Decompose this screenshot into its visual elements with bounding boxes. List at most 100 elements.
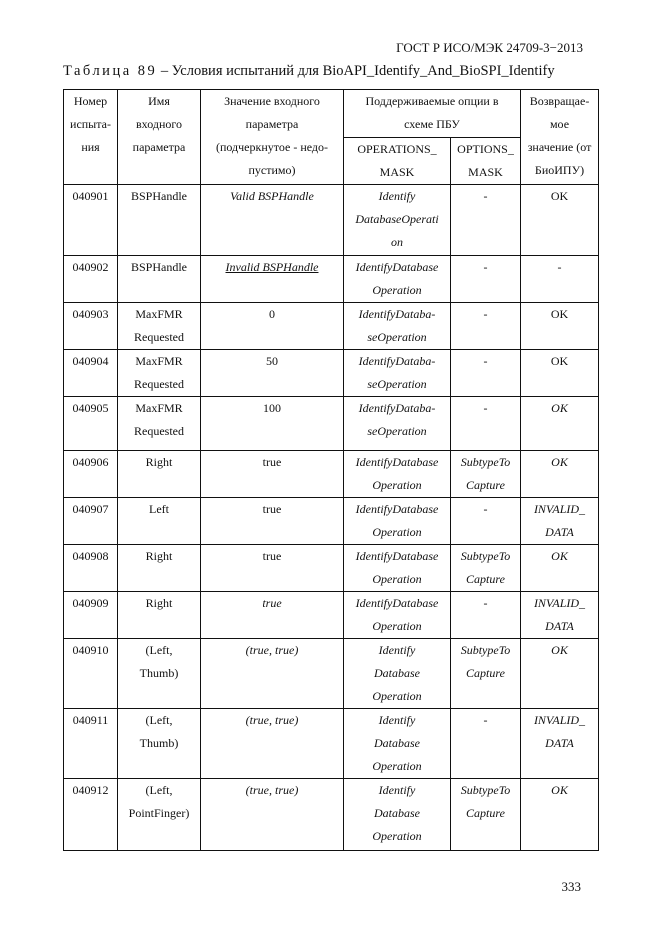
options-mask: -: [483, 307, 488, 321]
test-number: 040901: [72, 189, 109, 203]
header-number: Номер испыта- ния: [63, 89, 118, 185]
test-conditions-table: Номер испыта- ния Имя входного параметра…: [63, 89, 599, 851]
operations-mask-cell: Identify Database Operation: [343, 638, 451, 709]
header-options-mask: OPTIONS_ MASK: [450, 137, 521, 185]
parameter-name-cell: MaxFMR Requested: [117, 349, 201, 397]
return-value-cell: INVALID_ DATA: [520, 497, 599, 545]
input-value: (true, true): [245, 783, 299, 797]
operations-mask-cell: Identify DatabaseOperati on: [343, 184, 451, 256]
parameter-name: Left: [149, 502, 169, 516]
return-value: OK: [550, 189, 569, 203]
parameter-name-cell: (Left, PointFinger): [117, 778, 201, 851]
table-row: 040911 (Left, Thumb) (true, true) Identify …: [63, 708, 599, 779]
operations-mask-cell: Identify Database Operation: [343, 708, 451, 779]
operations-mask: IdentifyDataba- seOperation: [358, 401, 436, 438]
return-value-cell: INVALID_ DATA: [520, 708, 599, 779]
table-row: 040912 (Left, PointFinger) (true, true) Ide…: [63, 778, 599, 851]
input-value: true: [262, 549, 282, 563]
input-value: (true, true): [245, 713, 299, 727]
parameter-name: Right: [145, 549, 173, 563]
return-value: OK: [551, 643, 568, 657]
parameter-name: Right: [145, 596, 173, 610]
return-value: OK: [551, 455, 568, 469]
parameter-name-cell: (Left, Thumb): [117, 708, 201, 779]
operations-mask-cell: IdentifyDatabase Operation: [343, 450, 451, 498]
operations-mask: Identify Database Operation: [372, 783, 422, 843]
options-mask: -: [483, 354, 488, 368]
parameter-name: Right: [145, 455, 173, 469]
input-value-cell: (true, true): [200, 708, 344, 779]
operations-mask-cell: IdentifyDatabase Operation: [343, 497, 451, 545]
table-caption: Таблица 89 – Условия испытаний для BioAP…: [63, 63, 555, 80]
operations-mask-cell: IdentifyDataba- seOperation: [343, 349, 451, 397]
options-mask-cell: SubtypeTo Capture: [450, 544, 521, 592]
parameter-name-cell: BSPHandle: [117, 255, 201, 303]
return-value: -: [557, 260, 562, 274]
options-mask: -: [483, 713, 488, 727]
parameter-name-cell: Left: [117, 497, 201, 545]
options-mask: -: [483, 502, 488, 516]
test-number-cell: 040904: [63, 349, 118, 397]
test-number: 040906: [72, 455, 109, 469]
input-value: 50: [266, 354, 278, 368]
input-value-cell: 0: [200, 302, 344, 350]
parameter-name-cell: (Left, Thumb): [117, 638, 201, 709]
parameter-name: BSPHandle: [130, 260, 187, 274]
header-returned: Возвращае- мое значение (от БиоИПУ): [520, 89, 599, 185]
table-row: 040902 BSPHandle Invalid BSPHandle Identify…: [63, 255, 599, 303]
operations-mask: IdentifyDatabase Operation: [355, 549, 439, 586]
operations-mask: Identify DatabaseOperati on: [355, 189, 439, 249]
options-mask: SubtypeTo Capture: [460, 643, 511, 680]
operations-mask: Identify Database Operation: [372, 643, 422, 703]
page-number: 333: [561, 879, 582, 894]
input-value: Invalid BSPHandle: [225, 260, 319, 274]
parameter-name-cell: Right: [117, 544, 201, 592]
test-number: 040909: [72, 596, 109, 610]
table-row: 040901 BSPHandle Valid BSPHandle Identify D…: [63, 184, 599, 256]
parameter-name: BSPHandle: [130, 189, 187, 203]
return-value-cell: INVALID_ DATA: [520, 591, 599, 639]
operations-mask: IdentifyDataba- seOperation: [358, 307, 436, 344]
test-number-cell: 040912: [63, 778, 118, 851]
parameter-name-cell: Right: [117, 450, 201, 498]
test-number-cell: 040907: [63, 497, 118, 545]
options-mask-cell: -: [450, 349, 521, 397]
test-number-cell: 040905: [63, 396, 118, 451]
test-number: 040903: [72, 307, 109, 321]
input-value: (true, true): [245, 643, 299, 657]
input-value: 100: [263, 401, 281, 415]
test-number-cell: 040911: [63, 708, 118, 779]
header-value: Значение входного параметра (подчеркнуто…: [200, 89, 344, 185]
options-mask-cell: -: [450, 396, 521, 451]
return-value-cell: OK: [520, 349, 599, 397]
operations-mask-cell: IdentifyDatabase Operation: [343, 591, 451, 639]
test-number-cell: 040910: [63, 638, 118, 709]
return-value-cell: OK: [520, 450, 599, 498]
parameter-name: (Left, Thumb): [139, 713, 179, 750]
return-value: INVALID_ DATA: [533, 596, 586, 633]
operations-mask-cell: IdentifyDataba- seOperation: [343, 302, 451, 350]
operations-mask: IdentifyDatabase Operation: [355, 455, 439, 492]
options-mask-cell: -: [450, 708, 521, 779]
table-row: 040908 Right true IdentifyDatabase Operatio…: [63, 544, 599, 592]
table-row: 040903 MaxFMR Requested 0 IdentifyDataba- s…: [63, 302, 599, 350]
return-value-cell: OK: [520, 184, 599, 256]
test-number-cell: 040903: [63, 302, 118, 350]
parameter-name: MaxFMR Requested: [134, 401, 184, 438]
operations-mask: Identify Database Operation: [372, 713, 422, 773]
test-number: 040907: [72, 502, 109, 516]
test-number: 040912: [72, 783, 109, 797]
parameter-name: (Left, PointFinger): [128, 783, 190, 820]
input-value: Valid BSPHandle: [230, 189, 314, 203]
table-row: 040910 (Left, Thumb) (true, true) Identify …: [63, 638, 599, 709]
test-number: 040902: [72, 260, 109, 274]
parameter-name: MaxFMR Requested: [134, 354, 184, 391]
test-number-cell: 040909: [63, 591, 118, 639]
operations-mask-cell: Identify Database Operation: [343, 778, 451, 851]
input-value: true: [262, 502, 282, 516]
table-row: 040906 Right true IdentifyDatabase Operatio…: [63, 450, 599, 498]
parameter-name-cell: Right: [117, 591, 201, 639]
return-value-cell: OK: [520, 638, 599, 709]
input-value-cell: true: [200, 544, 344, 592]
options-mask-cell: SubtypeTo Capture: [450, 778, 521, 851]
